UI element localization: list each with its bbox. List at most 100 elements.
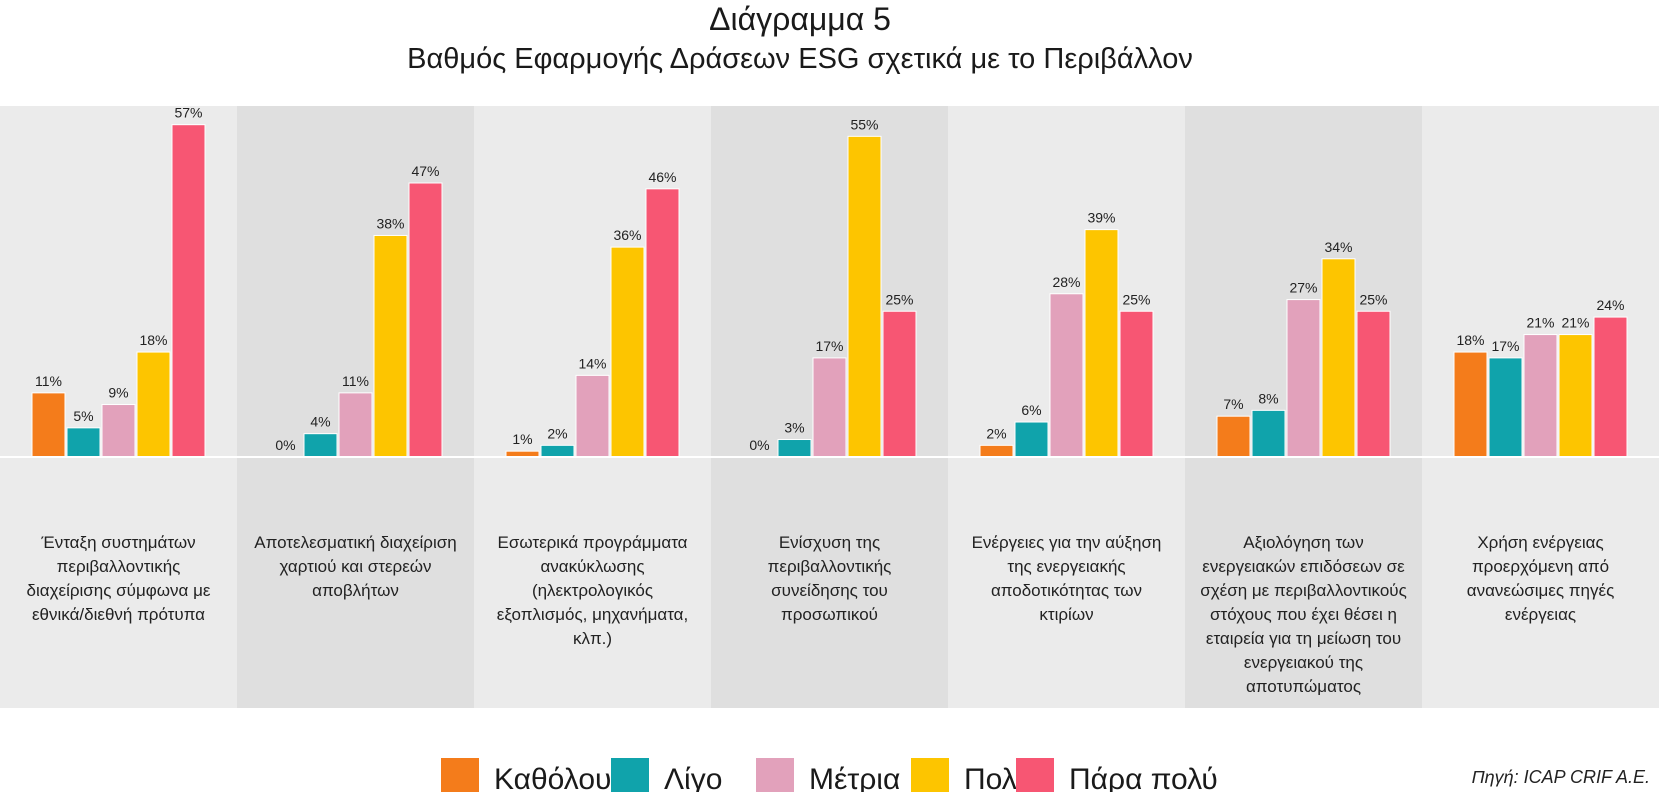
category-label: περιβαλλοντικής bbox=[57, 557, 181, 576]
bar bbox=[1593, 316, 1628, 458]
bar bbox=[1119, 310, 1154, 458]
category-label: διαχείρισης σύμφωνα με bbox=[27, 581, 211, 600]
bar-value-label: 2% bbox=[547, 425, 567, 441]
bar-value-label: 55% bbox=[850, 116, 878, 132]
bar bbox=[847, 135, 882, 458]
bar-value-label: 18% bbox=[139, 332, 167, 348]
bar-value-label: 3% bbox=[784, 420, 804, 436]
category-label: ανανεώσιμες πηγές bbox=[1467, 581, 1615, 600]
legend-swatch bbox=[611, 758, 649, 792]
category-label: Εσωτερικά προγράμματα bbox=[497, 533, 687, 552]
bar-value-label: 21% bbox=[1561, 315, 1589, 331]
bar-value-label: 11% bbox=[342, 373, 369, 389]
bar-value-label: 1% bbox=[512, 431, 532, 447]
bar-value-label: 0% bbox=[275, 437, 295, 453]
bar-value-label: 39% bbox=[1087, 210, 1115, 226]
legend: Καθόλου Λίγο Μέτρια Πολύ Πάρα πολύ bbox=[441, 758, 1218, 792]
category-label: αποδοτικότητας των bbox=[991, 581, 1142, 600]
category-label: κτιρίων bbox=[1039, 605, 1093, 624]
category-label: εξοπλισμός, μηχανήματα, bbox=[497, 605, 688, 624]
category-label: εθνικά/διεθνή πρότυπα bbox=[32, 605, 205, 624]
legend-swatch bbox=[911, 758, 949, 792]
bar-value-label: 11% bbox=[35, 373, 62, 389]
category-label: προσωπικού bbox=[781, 605, 878, 624]
legend-swatch bbox=[441, 758, 479, 792]
bar bbox=[1356, 310, 1391, 458]
bar-value-label: 5% bbox=[73, 408, 93, 424]
bar-value-label: 14% bbox=[578, 355, 606, 371]
category-label: Ένταξη συστημάτων bbox=[40, 533, 195, 552]
bar bbox=[882, 310, 917, 458]
category-label: εταιρεία για τη μείωση του bbox=[1206, 629, 1401, 648]
bar bbox=[812, 357, 847, 458]
bar-value-label: 21% bbox=[1526, 315, 1554, 331]
bar bbox=[1453, 351, 1488, 458]
bar-value-label: 36% bbox=[613, 227, 641, 243]
bar-value-label: 4% bbox=[310, 414, 330, 430]
bar-value-label: 24% bbox=[1596, 297, 1624, 313]
bar bbox=[979, 444, 1014, 458]
category-label: Χρήση ενέργειας bbox=[1477, 533, 1603, 552]
bar bbox=[1488, 357, 1523, 458]
bar-value-label: 25% bbox=[885, 291, 913, 307]
category-label: κλπ.) bbox=[573, 629, 612, 648]
bar-value-label: 34% bbox=[1324, 239, 1352, 255]
bar bbox=[66, 427, 101, 458]
legend-swatch bbox=[756, 758, 794, 792]
bar-value-label: 18% bbox=[1456, 332, 1484, 348]
bar bbox=[1216, 415, 1251, 458]
bar-value-label: 47% bbox=[411, 163, 439, 179]
category-label: ανακύκλωσης bbox=[540, 557, 644, 576]
category-label: συνείδησης του bbox=[771, 581, 888, 600]
category-label: (ηλεκτρολογικός bbox=[532, 581, 653, 600]
category-label: αποτυπώματος bbox=[1246, 677, 1361, 696]
bar bbox=[645, 188, 680, 458]
legend-label: Μέτρια bbox=[809, 763, 900, 792]
bar bbox=[540, 444, 575, 458]
bar bbox=[1523, 334, 1558, 458]
bar-value-label: 46% bbox=[648, 169, 676, 185]
category-label: ενέργειας bbox=[1505, 605, 1576, 624]
bar bbox=[31, 392, 66, 458]
bar-value-label: 8% bbox=[1258, 390, 1278, 406]
bar-value-label: 27% bbox=[1289, 280, 1317, 296]
bar bbox=[1286, 299, 1321, 458]
bar bbox=[1049, 293, 1084, 458]
category-label: αποβλήτων bbox=[312, 581, 399, 600]
category-label: Αποτελεσματική διαχείριση bbox=[254, 533, 456, 552]
bar bbox=[373, 234, 408, 458]
bar bbox=[575, 374, 610, 458]
source-note: Πηγή: ICAP CRIF A.E. bbox=[1472, 767, 1650, 787]
legend-label: Λίγο bbox=[664, 763, 722, 792]
bar-value-label: 7% bbox=[1223, 396, 1243, 412]
legend-swatch bbox=[1016, 758, 1054, 792]
bar-value-label: 25% bbox=[1359, 291, 1387, 307]
bar bbox=[136, 351, 171, 458]
legend-label: Πάρα πολύ bbox=[1069, 763, 1218, 792]
bar bbox=[1014, 421, 1049, 458]
bar bbox=[171, 124, 206, 458]
bar bbox=[338, 392, 373, 458]
category-label: προερχόμενη από bbox=[1472, 557, 1609, 576]
bar bbox=[610, 246, 645, 458]
chart-title: Διάγραμμα 5 bbox=[709, 1, 891, 37]
category-label: της ενεργειακής bbox=[1007, 557, 1125, 576]
bar-value-label: 38% bbox=[376, 215, 404, 231]
category-label: στόχους που έχει θέσει η bbox=[1210, 605, 1397, 624]
bar bbox=[1251, 409, 1286, 458]
bar bbox=[777, 439, 812, 458]
bar-value-label: 28% bbox=[1052, 274, 1080, 290]
category-label: ενεργειακών επιδόσεων σε bbox=[1202, 557, 1405, 576]
bar bbox=[1558, 334, 1593, 458]
bar-value-label: 17% bbox=[815, 338, 843, 354]
bar-value-label: 6% bbox=[1021, 402, 1041, 418]
legend-label: Καθόλου bbox=[494, 763, 611, 792]
category-label: Ενίσχυση της bbox=[779, 533, 880, 552]
category-label: Ενέργειες για την αύξηση bbox=[972, 533, 1162, 552]
category-label: σχέση με περιβαλλοντικούς bbox=[1200, 581, 1407, 600]
bar bbox=[1084, 229, 1119, 458]
bar-value-label: 57% bbox=[174, 105, 202, 121]
bars-group bbox=[31, 124, 1628, 458]
bar bbox=[101, 404, 136, 458]
